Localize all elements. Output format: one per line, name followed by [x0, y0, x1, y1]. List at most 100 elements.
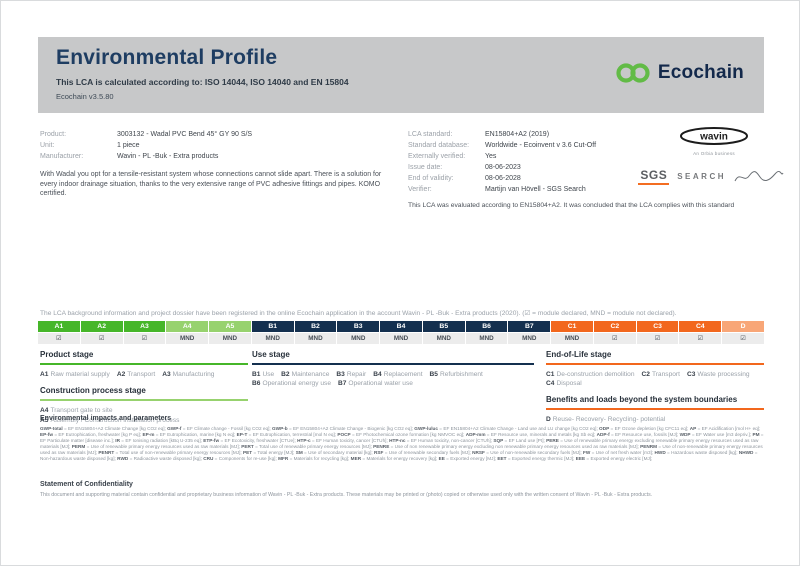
parameter-description: EF Human toxicity, cancer [CTUh]: [315, 437, 387, 443]
parameter-definition: RSFUse of renewable secondary fuels [MJ]: [374, 450, 472, 455]
product-stage-underline: [40, 363, 248, 365]
parameter-definition: GWP-lulucEF EN15804+A2 Climate Change - …: [414, 426, 599, 431]
field-value: Worldwide - Ecoinvent v 3.6 Cut-Off: [485, 142, 597, 149]
parameter-description: Hazardous waste disposed [kg]: [671, 449, 737, 455]
parameter-term: EP-fw: [40, 432, 58, 437]
lca-info-row: Verifier: Martijn van Hövell - SGS Searc…: [408, 184, 764, 195]
product-stage-items: A1 Raw material supply A2 Transport A3 Manufa…: [40, 370, 248, 379]
module-status: ☑: [38, 333, 80, 344]
parameter-term: NHWD: [739, 450, 758, 455]
stage-label: Operational energy use: [262, 380, 331, 387]
parameter-definition: PENREUse of non renewable primary energy…: [373, 444, 640, 449]
stage-item: B1 Use: [252, 370, 274, 379]
module-code: B7: [508, 321, 551, 332]
parameter-term: SM: [296, 450, 308, 455]
stage-item: A1 Raw material supply: [40, 370, 110, 379]
parameter-term: IR: [115, 438, 125, 443]
benefits-underline: [546, 408, 764, 410]
parameter-description: Materials for energy recovery [kg]: [366, 455, 436, 461]
module-status: ☑: [722, 333, 765, 344]
stage-item: A4 Transport gate to site: [40, 406, 248, 415]
parameter-term: PM: [752, 432, 763, 437]
parameter-description: EF Ozone depletion [kg CFC11 eq]: [614, 426, 688, 431]
parameter-definition: SQPEF Land use [Pt]: [493, 438, 546, 443]
sgs-wordmark: SGS: [638, 168, 670, 185]
parameter-description: Total energy [MJ]: [257, 449, 294, 455]
use-stage-underline: [252, 363, 534, 365]
parameter-description: Radioactive waste disposed [kg]: [133, 455, 201, 461]
stage-code: D: [546, 416, 551, 423]
stage-item: C3 Waste processing: [687, 370, 750, 379]
parameter-definition: POCPEF Photochemical ozone formation [kg…: [337, 432, 465, 437]
parameter-description: Use of non-renewable secondary fuels [MJ…: [490, 449, 581, 455]
parameter-definition: IREF Ionising radiation [kBq U-235 eq]: [115, 438, 203, 443]
parameter-term: MER: [351, 456, 367, 461]
stage-label: Raw material supply: [50, 371, 110, 378]
parameter-description: Use of non renewable primary energy excl…: [394, 443, 638, 449]
field-value: 1 piece: [117, 142, 140, 149]
module-code: A3: [123, 321, 166, 332]
parameter-definition: PERMUse of renewable primary energy reso…: [72, 444, 241, 449]
module-code: A2: [80, 321, 123, 332]
parameter-term: GWP-b: [272, 426, 293, 431]
parameter-description: Exported energy electric [MJ]: [590, 455, 652, 461]
lca-info-row: LCA standard: EN15804+A2 (2019): [408, 129, 764, 140]
parameter-term: HTP-nc: [389, 438, 411, 443]
parameter-description: EF Resource use, fossils [MJ]: [615, 431, 678, 437]
module-code: B6: [465, 321, 508, 332]
lca-info-row: Standard database: Worldwide - Ecoinvent…: [408, 140, 764, 151]
stage-code: A1: [40, 371, 49, 378]
parameter-description: EF Eutrophication, marine [kg N eq]: [159, 431, 235, 437]
stage-item: B5 Refurbishment: [430, 370, 483, 379]
svg-text:wavin: wavin: [699, 132, 728, 143]
stage-code: B3: [336, 371, 345, 378]
stage-code: A3: [162, 371, 171, 378]
parameter-description: Total use of non-renewable primary energ…: [119, 449, 241, 455]
field-value: Martijn van Hövell - SGS Search: [485, 186, 586, 193]
module-column: C4 ☑: [679, 321, 722, 344]
parameter-term: PENRE: [373, 444, 395, 449]
parameter-description: Use of non-renewable primary energy reso…: [40, 443, 763, 455]
stage-item: A5 Assembly / Construction installation p…: [40, 416, 248, 425]
parameter-definition: GWP-bEF EN15804+A2 Climate Change - Biog…: [272, 426, 414, 431]
parameter-definition: GWP-fEF Climate change - Fossil [kg CO2 …: [167, 426, 272, 431]
parameter-term: PENRM: [640, 444, 662, 449]
parameter-definition: SMUse of secondary material [kg]: [296, 450, 374, 455]
stage-code: A4: [40, 407, 49, 414]
parameter-definition: FWUse of net fresh water [m3]: [583, 450, 655, 455]
lca-info-row: Issue date: 08-06-2023: [408, 162, 764, 173]
registration-note: The LCA background information and proje…: [40, 310, 677, 317]
parameter-definition: ADP-mmEF Resource use, minerals and meta…: [466, 432, 597, 437]
parameter-description: EF Climate change - Fossil [kg CO2 eq]: [186, 426, 270, 431]
field-label: Externally verified:: [408, 153, 466, 160]
parameter-definition: EP-TEF Eutrophication, terrestrial [mol …: [237, 432, 338, 437]
parameter-definition: ETP-fwEF Ecotoxicity, freshwater [CTUe]: [203, 438, 297, 443]
module-code: B3: [337, 321, 380, 332]
product-stage-heading: Product stage: [40, 350, 94, 359]
parameter-definition: HTP-ncEF Human toxicity, non-cancer [CTU…: [389, 438, 493, 443]
parameter-term: NRSF: [472, 450, 490, 455]
stage-item: C4 Disposal: [546, 379, 582, 388]
module-column: C1 MND: [551, 321, 593, 344]
stage-code: C2: [641, 371, 650, 378]
construction-stage-items: A4 Transport gate to site A5 Assembly / Con…: [40, 406, 248, 425]
stage-label: Transport: [127, 371, 156, 378]
ecochain-logo: Ecochain: [615, 62, 744, 84]
parameter-description: EF Ecotoxicity, freshwater [CTUe]: [224, 437, 295, 443]
stage-label: Disposal: [556, 380, 582, 387]
infinity-icon: [616, 63, 650, 83]
parameter-term: GWP-total: [40, 426, 68, 431]
field-value: Wavin - PL -Buk - Extra products: [117, 153, 219, 160]
parameter-definition: MFRMaterials for recycling [kg]: [278, 456, 351, 461]
wavin-tagline: An Orbia business: [693, 151, 735, 156]
stage-code: B5: [429, 371, 438, 378]
stage-item: B7 Operational water use: [338, 379, 413, 388]
module-status: MND: [209, 333, 251, 344]
stage-item: A2 Transport: [117, 370, 155, 379]
parameter-description: Non-hazardous waste disposed [kg]: [40, 455, 115, 461]
module-column: B4 MND: [380, 321, 422, 344]
product-stage-column: Product stage A1 Raw material supply A2 Tra…: [40, 350, 248, 426]
stage-label: Refurbishment: [439, 371, 483, 378]
parameter-description: EF Human toxicity, non-cancer [CTUh]: [410, 437, 491, 443]
stage-code: C1: [546, 371, 555, 378]
